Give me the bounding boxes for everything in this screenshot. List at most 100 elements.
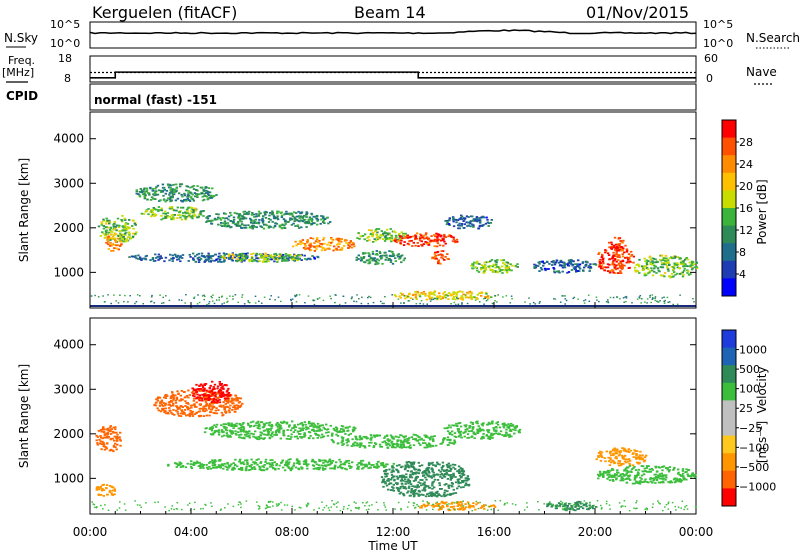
data-cell <box>313 424 316 426</box>
data-cell <box>308 420 311 423</box>
data-cell <box>436 463 440 465</box>
data-cell <box>327 247 330 250</box>
data-cell <box>484 296 487 298</box>
clutter-cell <box>573 296 576 299</box>
data-cell <box>424 233 428 236</box>
data-cell <box>449 475 452 478</box>
data-cell <box>160 189 163 192</box>
data-cell <box>104 436 107 439</box>
data-cell <box>624 256 627 259</box>
data-cell <box>432 471 435 474</box>
data-cell <box>454 476 457 478</box>
data-cell <box>242 427 246 430</box>
data-cell <box>416 434 419 437</box>
data-cell <box>213 462 216 464</box>
data-cell <box>109 425 112 427</box>
data-cell <box>392 437 395 440</box>
data-cell <box>154 198 157 200</box>
data-cell <box>218 383 222 385</box>
data-cell <box>452 292 455 294</box>
data-cell <box>248 468 252 471</box>
data-cell <box>264 212 267 214</box>
data-cell <box>237 406 240 408</box>
data-cell <box>429 491 432 494</box>
data-cell <box>112 445 116 448</box>
data-cell <box>200 463 203 465</box>
data-cell <box>366 437 369 440</box>
data-cell <box>342 436 345 439</box>
data-cell <box>226 222 230 224</box>
data-cell <box>263 437 266 439</box>
data-cell <box>383 465 386 468</box>
data-cell <box>265 224 269 227</box>
data-cell <box>112 228 115 231</box>
data-cell <box>132 219 135 222</box>
data-cell <box>324 464 327 467</box>
data-cell <box>458 474 462 477</box>
data-cell <box>233 212 236 214</box>
data-cell <box>663 272 667 274</box>
data-cell <box>432 493 435 495</box>
data-cell <box>219 465 222 468</box>
data-cell <box>467 430 471 433</box>
data-cell <box>465 506 468 509</box>
clutter-cell <box>372 301 375 304</box>
data-cell <box>172 217 176 220</box>
data-cell <box>193 395 196 398</box>
data-cell <box>291 420 294 423</box>
data-cell <box>203 193 206 195</box>
data-cell <box>160 257 163 259</box>
data-cell <box>327 431 330 434</box>
data-cell <box>399 444 402 447</box>
data-cell <box>308 248 311 250</box>
data-cell <box>209 426 212 429</box>
clutter-cell <box>97 296 100 298</box>
clutter-cell <box>211 300 214 302</box>
data-cell <box>252 425 256 428</box>
data-cell <box>314 432 317 435</box>
data-cell <box>667 261 670 264</box>
data-cell <box>345 441 349 444</box>
data-cell <box>364 463 367 466</box>
data-cell <box>183 214 187 217</box>
data-cell <box>259 253 262 256</box>
data-cell <box>420 234 423 237</box>
data-cell <box>252 420 255 423</box>
data-cell <box>277 467 280 470</box>
data-cell <box>275 433 278 436</box>
noise-tick-left-bottom: 10^0 <box>50 37 80 50</box>
data-cell <box>457 428 460 431</box>
data-cell <box>371 259 374 261</box>
data-cell <box>314 467 317 470</box>
data-cell <box>343 461 347 464</box>
data-cell <box>451 240 455 243</box>
data-cell <box>105 447 108 450</box>
data-cell <box>266 462 269 465</box>
data-cell <box>582 269 585 272</box>
data-cell <box>492 427 495 429</box>
clutter-cell <box>391 294 393 296</box>
data-cell <box>509 263 512 266</box>
clutter-cell <box>565 299 568 302</box>
data-cell <box>401 237 404 240</box>
clutter-cell <box>381 302 384 305</box>
clutter-cell <box>318 297 321 299</box>
data-cell <box>360 437 363 439</box>
clutter-cell <box>429 300 432 302</box>
data-cell <box>349 467 352 469</box>
data-cell <box>289 429 293 432</box>
data-cell <box>208 414 211 417</box>
data-cell <box>312 460 315 462</box>
data-cell <box>330 438 334 441</box>
data-cell <box>135 192 138 195</box>
data-cell <box>161 405 165 407</box>
data-cell <box>110 486 114 488</box>
data-cell <box>202 409 205 412</box>
data-cell <box>207 194 211 197</box>
data-cell <box>361 235 365 237</box>
data-cell <box>273 260 276 263</box>
data-cell <box>202 389 206 392</box>
data-cell <box>170 411 173 414</box>
data-cell <box>248 210 251 213</box>
data-cell <box>255 459 258 461</box>
